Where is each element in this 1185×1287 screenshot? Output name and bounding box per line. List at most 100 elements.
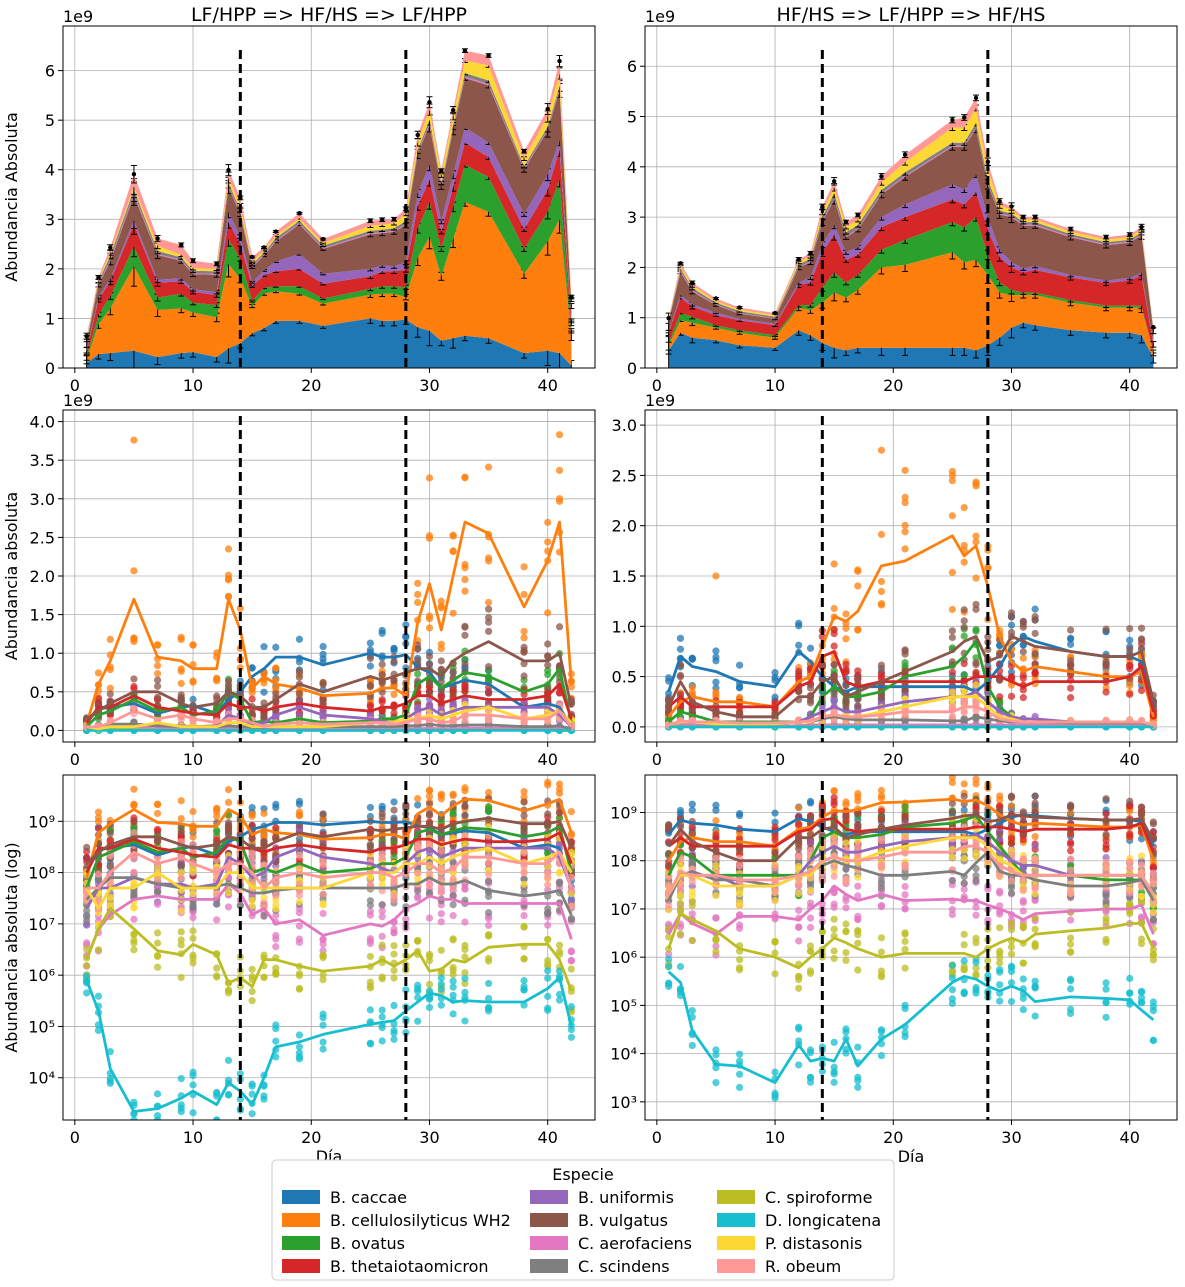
replicate-point: [106, 690, 114, 698]
y-offset-label: 1e9: [63, 391, 93, 410]
replicate-point: [948, 713, 956, 722]
replicate-point: [960, 671, 968, 679]
replicate-point: [877, 577, 886, 586]
replicate-point: [106, 635, 114, 644]
replicate-point: [520, 590, 528, 599]
area-b-caccae: [668, 322, 1154, 368]
x-tick-label: 10: [183, 750, 203, 769]
axes-frame: [644, 25, 1178, 369]
replicate-point: [972, 668, 980, 676]
replicate-point: [901, 498, 909, 507]
replicate-point: [378, 671, 386, 679]
replicate-point: [1019, 694, 1027, 702]
total-point: [879, 174, 884, 179]
total-point: [737, 305, 742, 310]
replicate-point: [378, 696, 386, 704]
replicate-point: [996, 642, 1004, 650]
y-tick-label: 2: [627, 258, 637, 277]
replicate-point: [414, 641, 422, 649]
replicate-point: [425, 652, 434, 660]
replicate-point: [877, 600, 886, 608]
total-point: [450, 107, 456, 113]
replicate-point: [130, 704, 138, 712]
replicate-point: [153, 669, 162, 678]
replicate-point: [712, 657, 720, 665]
y-tick-label: 4: [45, 161, 55, 180]
x-tick-label: 30: [419, 750, 439, 769]
replicate-point: [806, 684, 815, 692]
y-tick-label: 0.5: [30, 683, 55, 702]
y-tick-label: 2.0: [30, 567, 55, 586]
x-tick-label: 20: [301, 750, 321, 769]
replicate-point: [485, 557, 493, 565]
replicate-point: [461, 587, 469, 595]
replicate-point: [948, 512, 956, 520]
replicate-point: [425, 532, 434, 540]
replicate-point: [449, 547, 457, 555]
replicate-point: [771, 693, 779, 701]
area-b-cellulosilyticus-wh2: [86, 202, 572, 366]
replicate-point: [437, 657, 445, 665]
replicate-point: [485, 627, 493, 635]
replicate-point: [366, 703, 374, 711]
replicate-point: [972, 627, 980, 635]
replicate-point: [1067, 684, 1075, 692]
replicate-point: [818, 702, 826, 710]
replicate-point: [1126, 661, 1134, 669]
total-point: [713, 296, 719, 301]
replicate-point: [948, 477, 956, 485]
replicate-point: [676, 673, 685, 681]
replicate-point: [1126, 636, 1134, 644]
total-point: [273, 229, 278, 234]
replicate-point: [948, 568, 956, 577]
replicate-point: [1007, 613, 1016, 621]
x-tick-label: 10: [183, 376, 203, 395]
total-point: [179, 242, 184, 248]
replicate-point: [260, 688, 268, 696]
total-point: [950, 117, 955, 123]
replicate-point: [1007, 692, 1016, 700]
y-offset-label: 1e9: [645, 7, 675, 26]
replicate-point: [414, 670, 422, 678]
total-point: [569, 294, 574, 300]
total-point: [855, 212, 860, 218]
replicate-point: [1019, 674, 1027, 682]
mean-line-b-vulgatus: [85, 640, 573, 720]
total-point: [96, 275, 101, 280]
replicate-point: [972, 532, 980, 540]
mean-line-b-cellulosilyticus-wh2: [85, 520, 573, 725]
replicate-point: [842, 665, 850, 673]
replicate-point: [402, 621, 410, 629]
replicate-point: [224, 681, 233, 689]
total-point: [1068, 226, 1073, 232]
replicate-point: [544, 609, 552, 617]
replicate-point: [425, 612, 434, 620]
total-point: [226, 167, 231, 173]
replicate-point: [948, 703, 956, 711]
total-point: [678, 261, 683, 266]
replicate-point: [806, 696, 815, 704]
y-tick-label: 0: [45, 359, 55, 378]
replicate-point: [177, 665, 185, 673]
replicate-point: [248, 664, 256, 672]
replicate-point: [842, 635, 850, 643]
x-tick-label: 40: [1120, 376, 1140, 395]
x-tick-label: 30: [1001, 376, 1021, 395]
replicate-point: [1007, 621, 1016, 629]
y-tick-label: 6: [45, 62, 55, 81]
replicate-point: [960, 503, 968, 512]
replicate-point: [960, 632, 968, 640]
replicate-point: [130, 436, 138, 444]
replicate-point: [366, 639, 374, 647]
total-point: [545, 106, 550, 112]
replicate-point: [437, 665, 445, 673]
replicate-point: [972, 660, 980, 669]
y-axis-label: Abundancia absoluta: [2, 492, 21, 660]
total-point: [843, 219, 849, 225]
replicate-point: [520, 646, 528, 655]
replicate-point: [544, 518, 552, 526]
replicate-point: [1067, 694, 1075, 702]
replicate-point: [224, 545, 233, 553]
replicate-point: [437, 640, 445, 648]
